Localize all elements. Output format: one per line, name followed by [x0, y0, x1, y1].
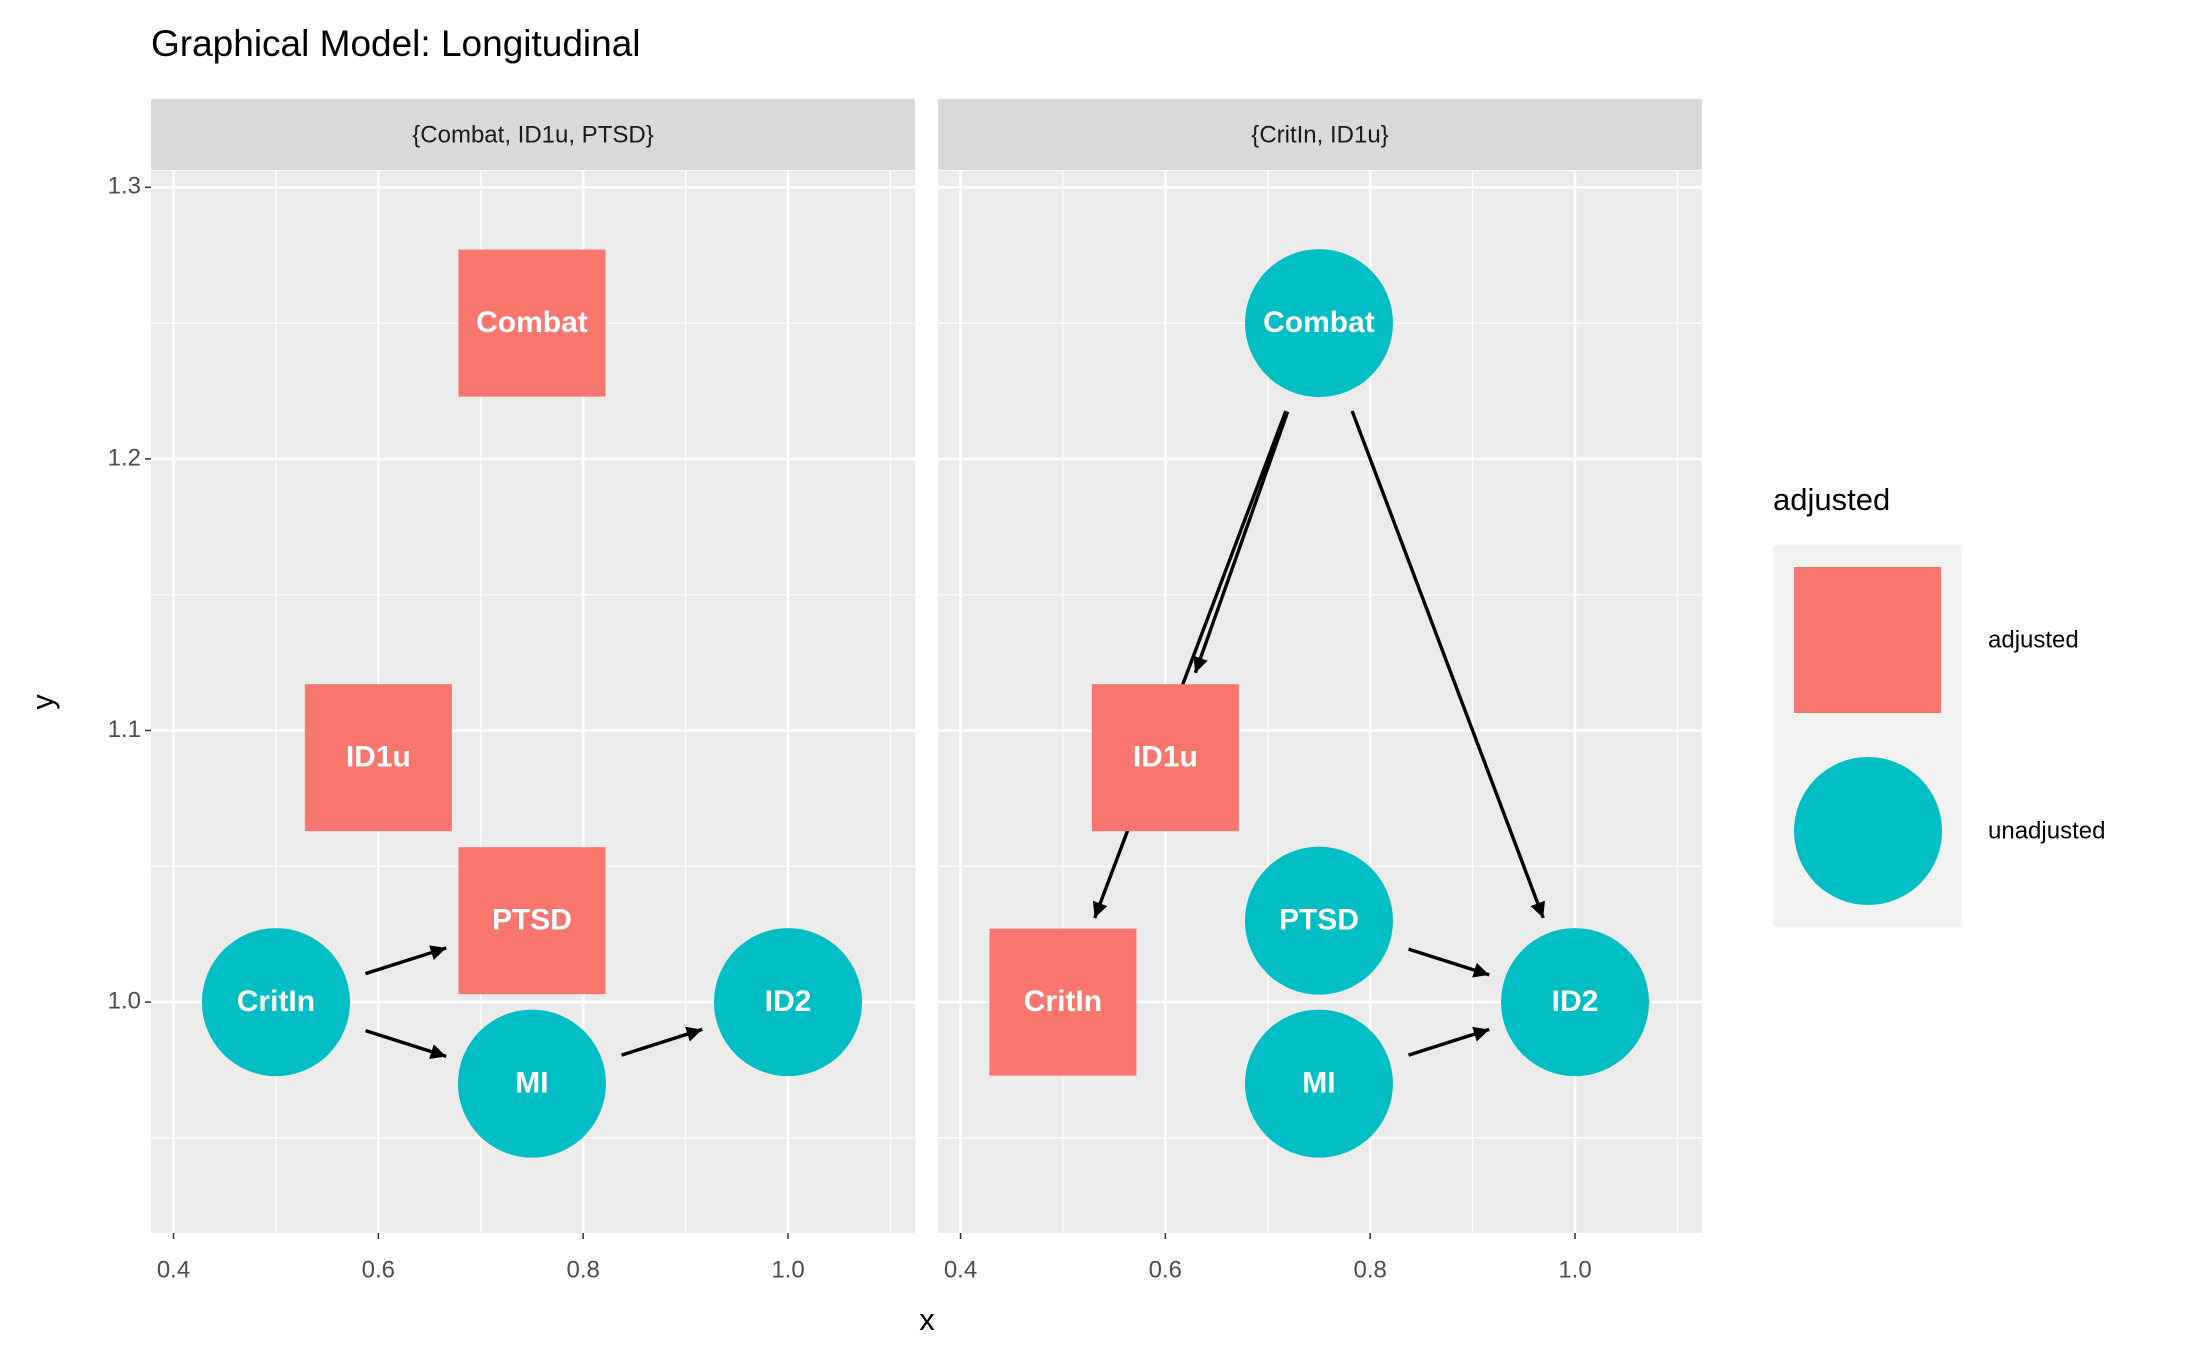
- edge: [1092, 410, 1288, 919]
- edge: [1350, 410, 1545, 919]
- node-circle: [1244, 1009, 1393, 1158]
- node-circle: [1244, 249, 1393, 398]
- node-label: MI: [1302, 1067, 1335, 1100]
- legend-key: [1794, 757, 1942, 905]
- edge: [1193, 411, 1290, 674]
- strip-background: [151, 99, 915, 170]
- edge: [1408, 1026, 1490, 1057]
- node-square: [304, 684, 452, 832]
- node-label: PTSD: [492, 904, 572, 937]
- node-circle: [1244, 846, 1393, 995]
- node-circle: [714, 928, 863, 1077]
- node-label: Combat: [476, 306, 588, 339]
- legend-key: [1794, 567, 1941, 713]
- x-tick-label: 0.8: [566, 1256, 599, 1283]
- y-tick-label: 1.3: [108, 173, 141, 200]
- x-tick-label: 0.4: [157, 1256, 190, 1283]
- node-label: CritIn: [237, 985, 315, 1018]
- node-square: [989, 928, 1137, 1076]
- node-label: Combat: [1263, 306, 1375, 339]
- strip-label: {Combat, ID1u, PTSD}: [412, 121, 653, 148]
- node-label: CritIn: [1024, 985, 1102, 1018]
- x-tick-label: 0.6: [1149, 1256, 1182, 1283]
- x-tick-label: 0.8: [1353, 1256, 1386, 1283]
- legend-title: adjusted: [1773, 482, 1890, 517]
- x-tick-label: 0.4: [944, 1256, 977, 1283]
- y-tick-label: 1.1: [108, 716, 141, 743]
- node-label: ID2: [765, 985, 812, 1018]
- x-tick-label: 0.6: [362, 1256, 395, 1283]
- node-label: ID2: [1552, 985, 1599, 1018]
- edge: [1408, 947, 1490, 978]
- chart-title: Graphical Model: Longitudinal: [151, 23, 641, 64]
- node-label: ID1u: [346, 741, 411, 774]
- edge: [621, 1026, 703, 1057]
- node-label: MI: [515, 1067, 548, 1100]
- strip-background: [938, 99, 1702, 170]
- node-circle: [1501, 928, 1650, 1077]
- node-circle: [457, 1009, 606, 1158]
- x-tick-label: 1.0: [1558, 1256, 1591, 1283]
- node-square: [458, 249, 606, 397]
- node-circle: [201, 928, 350, 1077]
- y-axis-label: y: [25, 694, 60, 710]
- x-axis-label: x: [919, 1302, 935, 1337]
- y-tick-label: 1.0: [108, 987, 141, 1014]
- legend-label: unadjusted: [1988, 817, 2105, 844]
- edge: [365, 945, 447, 976]
- node-label: PTSD: [1279, 904, 1359, 937]
- legend-label: adjusted: [1988, 626, 2079, 653]
- y-tick-label: 1.2: [108, 444, 141, 471]
- node-square: [458, 847, 606, 995]
- x-tick-label: 1.0: [771, 1256, 804, 1283]
- node-label: ID1u: [1133, 741, 1198, 774]
- strip-label: {CritIn, ID1u}: [1251, 121, 1388, 148]
- edge: [365, 1029, 447, 1060]
- node-square: [1091, 684, 1239, 832]
